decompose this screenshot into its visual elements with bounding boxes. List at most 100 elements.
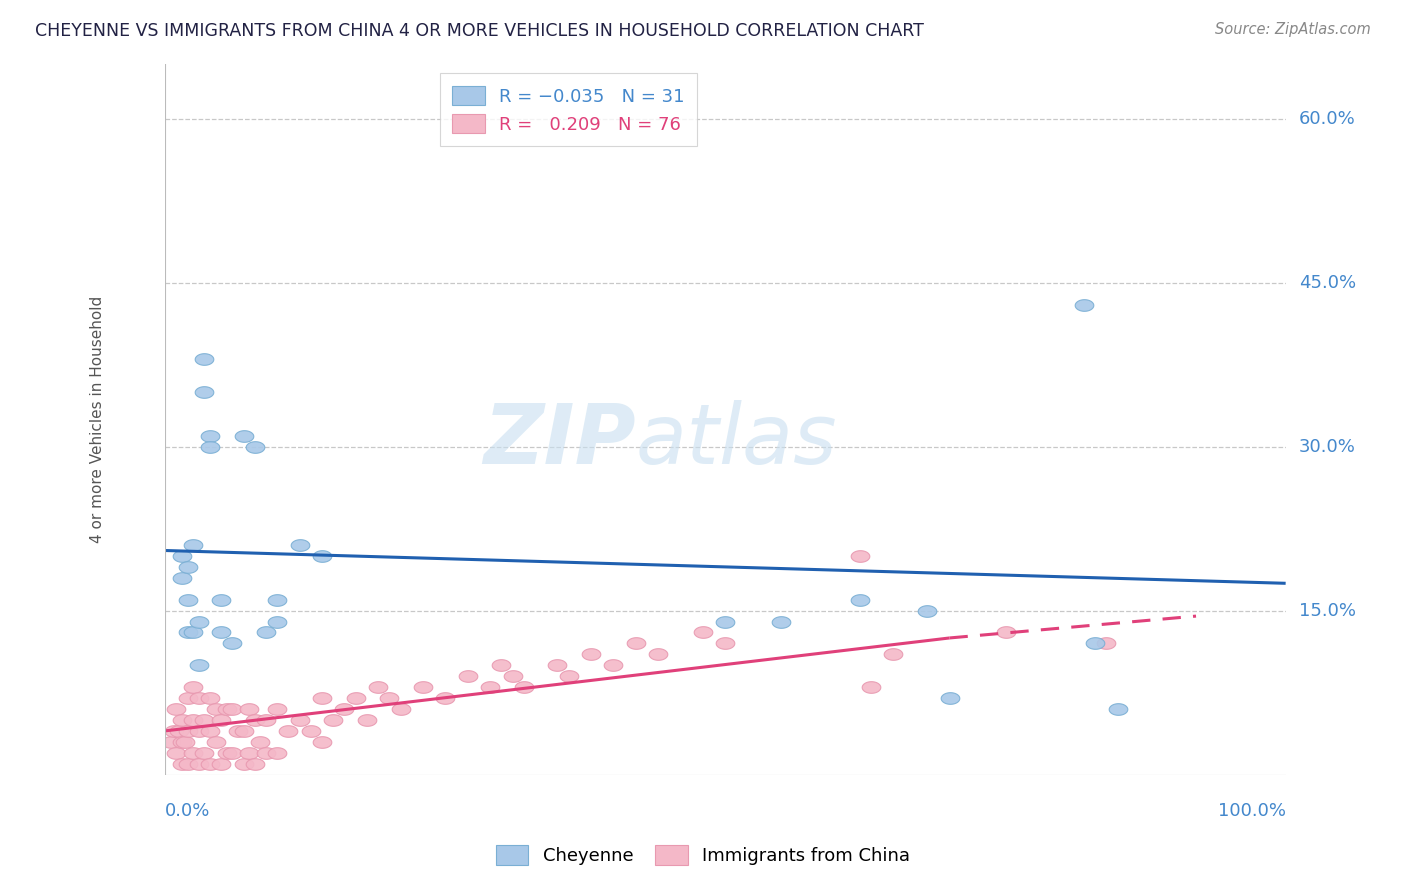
Point [174, 735, 197, 749]
Point [299, 723, 322, 738]
Point [221, 746, 243, 760]
Point [243, 756, 266, 771]
Point [198, 691, 221, 706]
Point [232, 756, 254, 771]
Point [221, 702, 243, 716]
Point [1095, 636, 1118, 650]
Point [187, 658, 209, 673]
Point [204, 735, 226, 749]
Point [238, 702, 260, 716]
Text: ZIP: ZIP [484, 401, 636, 481]
Text: 60.0%: 60.0% [1299, 110, 1355, 128]
Point [311, 549, 333, 563]
Point [579, 648, 602, 662]
Point [1107, 702, 1129, 716]
Point [165, 702, 187, 716]
Point [198, 428, 221, 442]
Point [232, 723, 254, 738]
Point [215, 702, 238, 716]
Point [457, 669, 479, 683]
Point [288, 713, 311, 727]
Text: 15.0%: 15.0% [1299, 601, 1357, 620]
Point [882, 648, 904, 662]
Point [994, 625, 1017, 640]
Point [221, 636, 243, 650]
Legend: Cheyenne, Immigrants from China: Cheyenne, Immigrants from China [489, 838, 917, 872]
Point [849, 549, 872, 563]
Point [254, 625, 277, 640]
Point [209, 592, 232, 607]
Point [187, 756, 209, 771]
Point [546, 658, 568, 673]
Point [266, 592, 288, 607]
Point [198, 723, 221, 738]
Point [209, 756, 232, 771]
Point [176, 691, 198, 706]
Point [333, 702, 356, 716]
Point [266, 702, 288, 716]
Legend: R = −0.035   N = 31, R =   0.209   N = 76: R = −0.035 N = 31, R = 0.209 N = 76 [440, 73, 697, 146]
Text: CHEYENNE VS IMMIGRANTS FROM CHINA 4 OR MORE VEHICLES IN HOUSEHOLD CORRELATION CH: CHEYENNE VS IMMIGRANTS FROM CHINA 4 OR M… [35, 22, 924, 40]
Point [254, 713, 277, 727]
Point [266, 615, 288, 629]
Point [163, 723, 186, 738]
Point [491, 658, 513, 673]
Point [215, 746, 238, 760]
Point [176, 723, 198, 738]
Point [243, 440, 266, 454]
Text: 4 or more Vehicles in Household: 4 or more Vehicles in Household [90, 296, 105, 543]
Point [311, 735, 333, 749]
Point [938, 691, 960, 706]
Point [513, 680, 536, 694]
Point [181, 680, 204, 694]
Point [1073, 297, 1095, 311]
Point [232, 428, 254, 442]
Point [322, 713, 344, 727]
Point [266, 746, 288, 760]
Point [176, 625, 198, 640]
Point [1084, 636, 1107, 650]
Point [434, 691, 457, 706]
Point [714, 636, 737, 650]
Point [311, 691, 333, 706]
Point [557, 669, 579, 683]
Point [193, 352, 215, 367]
Point [915, 604, 938, 618]
Point [198, 440, 221, 454]
Point [624, 636, 647, 650]
Point [170, 756, 193, 771]
Text: atlas: atlas [636, 401, 838, 481]
Point [187, 615, 209, 629]
Text: 100.0%: 100.0% [1218, 802, 1285, 820]
Point [243, 713, 266, 727]
Point [226, 723, 249, 738]
Point [502, 669, 524, 683]
Point [356, 713, 378, 727]
Point [176, 592, 198, 607]
Point [647, 648, 669, 662]
Point [204, 702, 226, 716]
Point [277, 723, 299, 738]
Point [692, 625, 714, 640]
Point [193, 713, 215, 727]
Text: 45.0%: 45.0% [1299, 274, 1357, 292]
Point [288, 538, 311, 552]
Point [181, 625, 204, 640]
Point [254, 746, 277, 760]
Text: 30.0%: 30.0% [1299, 438, 1355, 456]
Point [170, 735, 193, 749]
Point [193, 746, 215, 760]
Point [170, 549, 193, 563]
Point [181, 713, 204, 727]
Point [770, 615, 793, 629]
Point [209, 713, 232, 727]
Point [165, 746, 187, 760]
Text: 0.0%: 0.0% [166, 802, 211, 820]
Point [714, 615, 737, 629]
Point [378, 691, 401, 706]
Text: Source: ZipAtlas.com: Source: ZipAtlas.com [1215, 22, 1371, 37]
Point [170, 713, 193, 727]
Point [170, 571, 193, 585]
Point [602, 658, 624, 673]
Point [479, 680, 502, 694]
